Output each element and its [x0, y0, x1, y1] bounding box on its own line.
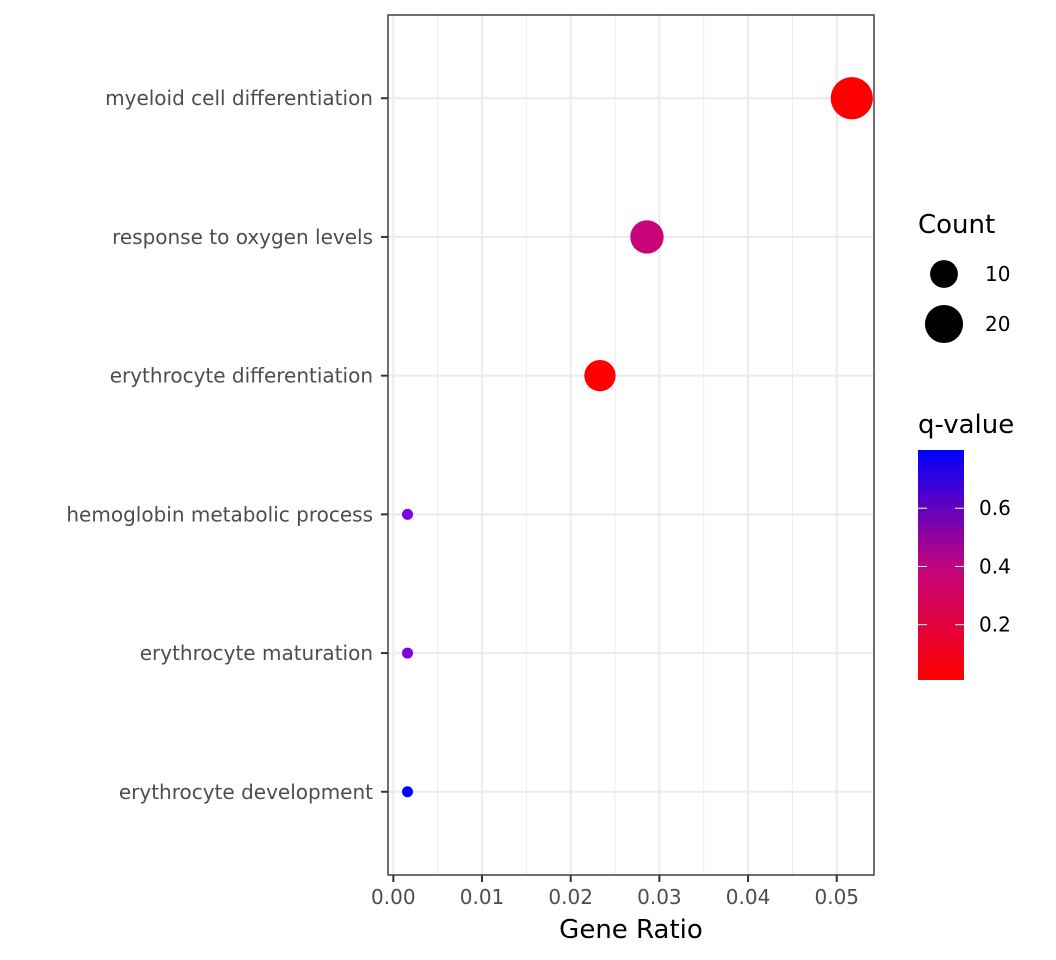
color-legend-label: 0.6 [979, 496, 1011, 520]
y-tick-label: myeloid cell differentiation [105, 86, 373, 110]
y-tick-label: hemoglobin metabolic process [66, 502, 373, 526]
data-point [402, 647, 414, 659]
data-point [584, 359, 616, 392]
data-point [402, 786, 414, 798]
color-legend-label: 0.4 [979, 554, 1011, 578]
panel-border [387, 14, 875, 876]
y-tick-label: erythrocyte development [119, 780, 373, 804]
data-point [630, 220, 664, 254]
plot-panel [388, 15, 874, 875]
data-points [402, 77, 873, 798]
data-point [830, 77, 873, 120]
x-tick-label: 0.02 [548, 885, 593, 909]
y-tick-label: erythrocyte differentiation [110, 364, 373, 388]
x-tick-label: 0.04 [726, 885, 771, 909]
x-axis: 0.00 0.01 0.02 0.03 0.04 0.05 [371, 875, 859, 909]
size-legend-title: Count [918, 210, 995, 240]
color-legend-label: 0.2 [979, 613, 1011, 637]
size-legend-key [930, 260, 958, 288]
size-legend: Count 10 20 [918, 210, 1010, 344]
x-tick-label: 0.03 [637, 885, 682, 909]
x-axis-title: Gene Ratio [559, 915, 703, 945]
color-legend-title: q-value [918, 410, 1014, 440]
y-axis: myeloid cell differentiation response to … [66, 86, 388, 804]
color-bar [918, 450, 964, 680]
x-tick-label: 0.01 [460, 885, 505, 909]
x-tick-label: 0.05 [814, 885, 859, 909]
x-tick-label: 0.00 [371, 885, 416, 909]
size-legend-key [924, 304, 964, 344]
y-tick-label: erythrocyte maturation [140, 641, 373, 665]
color-legend: q-value 0.6 0.4 0.2 [918, 410, 1014, 680]
data-point [402, 508, 414, 520]
y-tick-label: response to oxygen levels [112, 225, 373, 249]
panel-background [388, 15, 874, 875]
size-legend-label: 20 [985, 312, 1010, 336]
size-legend-label: 10 [985, 262, 1010, 286]
